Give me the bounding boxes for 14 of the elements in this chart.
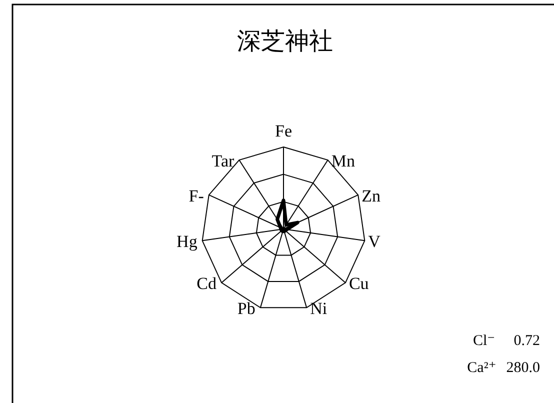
annotation: Cl⁻ 0.72 <box>473 333 540 349</box>
axis-label: Cu <box>348 274 369 294</box>
annotation: Ca²⁺ 280.0 <box>467 360 540 376</box>
title: 深芝神社 <box>237 29 333 55</box>
axis-label: Zn <box>362 186 380 206</box>
axis-label: Ni <box>310 299 328 318</box>
axis-label: F- <box>188 186 204 206</box>
axis-label: Pb <box>237 299 256 318</box>
axis-label: V <box>368 232 380 252</box>
axis-label: Tar <box>212 152 234 171</box>
axis-label: Cd <box>196 274 217 294</box>
axis-label: Hg <box>176 232 198 252</box>
axis-label: Mn <box>331 152 355 171</box>
axis-label: Fe <box>275 122 292 140</box>
